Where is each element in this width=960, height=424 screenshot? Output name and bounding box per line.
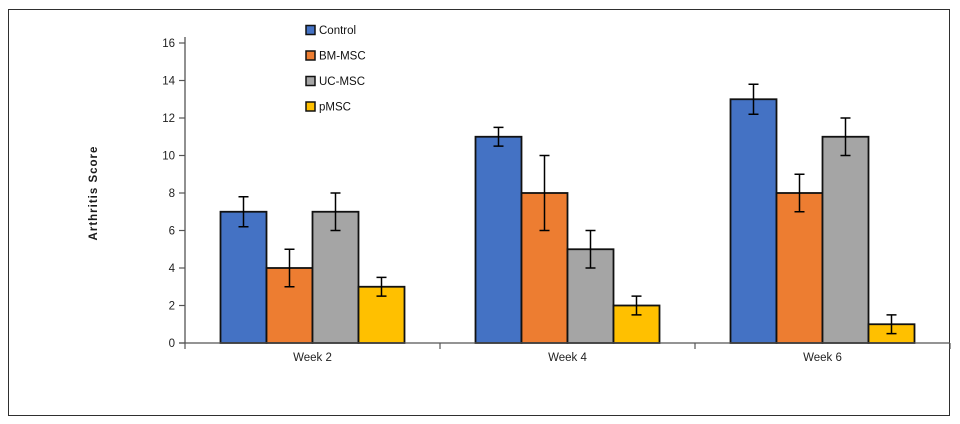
y-tick-label-4: 4 xyxy=(169,263,176,275)
category-label-week-2: Week 2 xyxy=(293,352,332,364)
legend-swatch-bm-msc xyxy=(305,50,316,61)
chart-plot-area: 0 2 4 6 8 10 12 14 16 Week 2 Week 4 Week 6 Control BM… xyxy=(162,24,951,364)
y-tick-label-10: 10 xyxy=(162,151,175,163)
y-tick-label-12: 12 xyxy=(162,113,175,125)
y-tick-label-8: 8 xyxy=(169,188,175,200)
legend-swatch-control xyxy=(305,24,316,36)
category-label-week-6: Week 6 xyxy=(803,352,842,364)
y-tick-label-6: 6 xyxy=(169,226,175,238)
bar-uc-msc-week-2 xyxy=(311,210,360,344)
legend-swatch-pmsc xyxy=(305,101,316,112)
legend-swatch-uc-msc xyxy=(305,75,316,87)
y-tick-label-0: 0 xyxy=(169,338,175,350)
legend-label-control: Control xyxy=(319,25,356,37)
bar-bm-msc-week-6 xyxy=(775,192,824,344)
y-tick-label-14: 14 xyxy=(162,76,175,88)
y-tick-label-16: 16 xyxy=(162,38,175,50)
bar-control-week-4 xyxy=(474,135,523,344)
bar-control-week-2 xyxy=(219,210,268,344)
category-label-week-4: Week 4 xyxy=(548,352,587,364)
legend-label-uc-msc: UC-MSC xyxy=(319,76,365,88)
bar-uc-msc-week-6 xyxy=(821,135,870,344)
legend-label-pmsc: pMSC xyxy=(319,102,351,114)
legend-label-bm-msc: BM-MSC xyxy=(319,51,366,63)
bar-control-week-6 xyxy=(729,98,778,344)
y-tick-label-2: 2 xyxy=(169,301,175,313)
y-axis-title: Arthritis Score xyxy=(88,146,100,241)
